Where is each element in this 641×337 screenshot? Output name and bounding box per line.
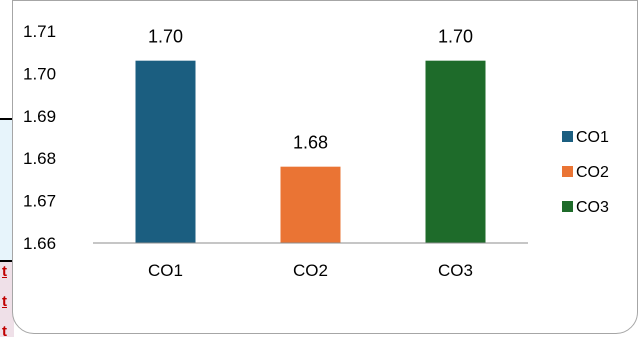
data-labels: 1.70 1.68 1.70 (148, 27, 473, 153)
x-tick-label: CO2 (293, 261, 328, 280)
legend-swatch-co1 (562, 131, 573, 142)
x-tick-label: CO1 (148, 261, 183, 280)
data-label-co1: 1.70 (148, 27, 183, 47)
y-tick-label: 1.70 (23, 64, 56, 83)
background-glyph: t (2, 264, 7, 280)
bar-co1 (135, 60, 196, 244)
background-glyph: t (2, 294, 7, 310)
legend-label-co2: CO2 (576, 164, 609, 181)
background-glyph: t (2, 324, 7, 337)
legend-swatch-co2 (562, 166, 573, 177)
data-label-co2: 1.68 (293, 133, 328, 153)
bars (135, 60, 486, 244)
legend-label-co1: CO1 (576, 129, 609, 146)
y-tick-label: 1.67 (23, 192, 56, 211)
y-tick-label: 1.71 (23, 22, 56, 41)
x-tick-label: CO3 (438, 261, 473, 280)
x-axis-tick-labels: CO1 CO2 CO3 (148, 261, 473, 280)
y-tick-label: 1.66 (23, 234, 56, 253)
background-strip-fragment: t t t (0, 262, 14, 337)
bar-co3 (425, 60, 486, 244)
bar-co2 (280, 166, 341, 243)
chart-card: 1.66 1.67 1.68 1.69 1.70 1.71 1.70 1.68 1.70 CO… (12, 0, 638, 334)
data-label-co3: 1.70 (438, 27, 473, 47)
legend-swatch-co3 (562, 201, 573, 212)
legend: CO1 CO2 CO3 (562, 129, 609, 216)
bar-chart: 1.66 1.67 1.68 1.69 1.70 1.71 1.70 1.68 1.70 CO… (23, 22, 609, 280)
background-panel-fragment (0, 118, 14, 262)
y-axis-tick-labels: 1.66 1.67 1.68 1.69 1.70 1.71 (23, 22, 56, 253)
legend-label-co3: CO3 (576, 199, 609, 216)
y-tick-label: 1.69 (23, 107, 56, 126)
y-tick-label: 1.68 (23, 149, 56, 168)
